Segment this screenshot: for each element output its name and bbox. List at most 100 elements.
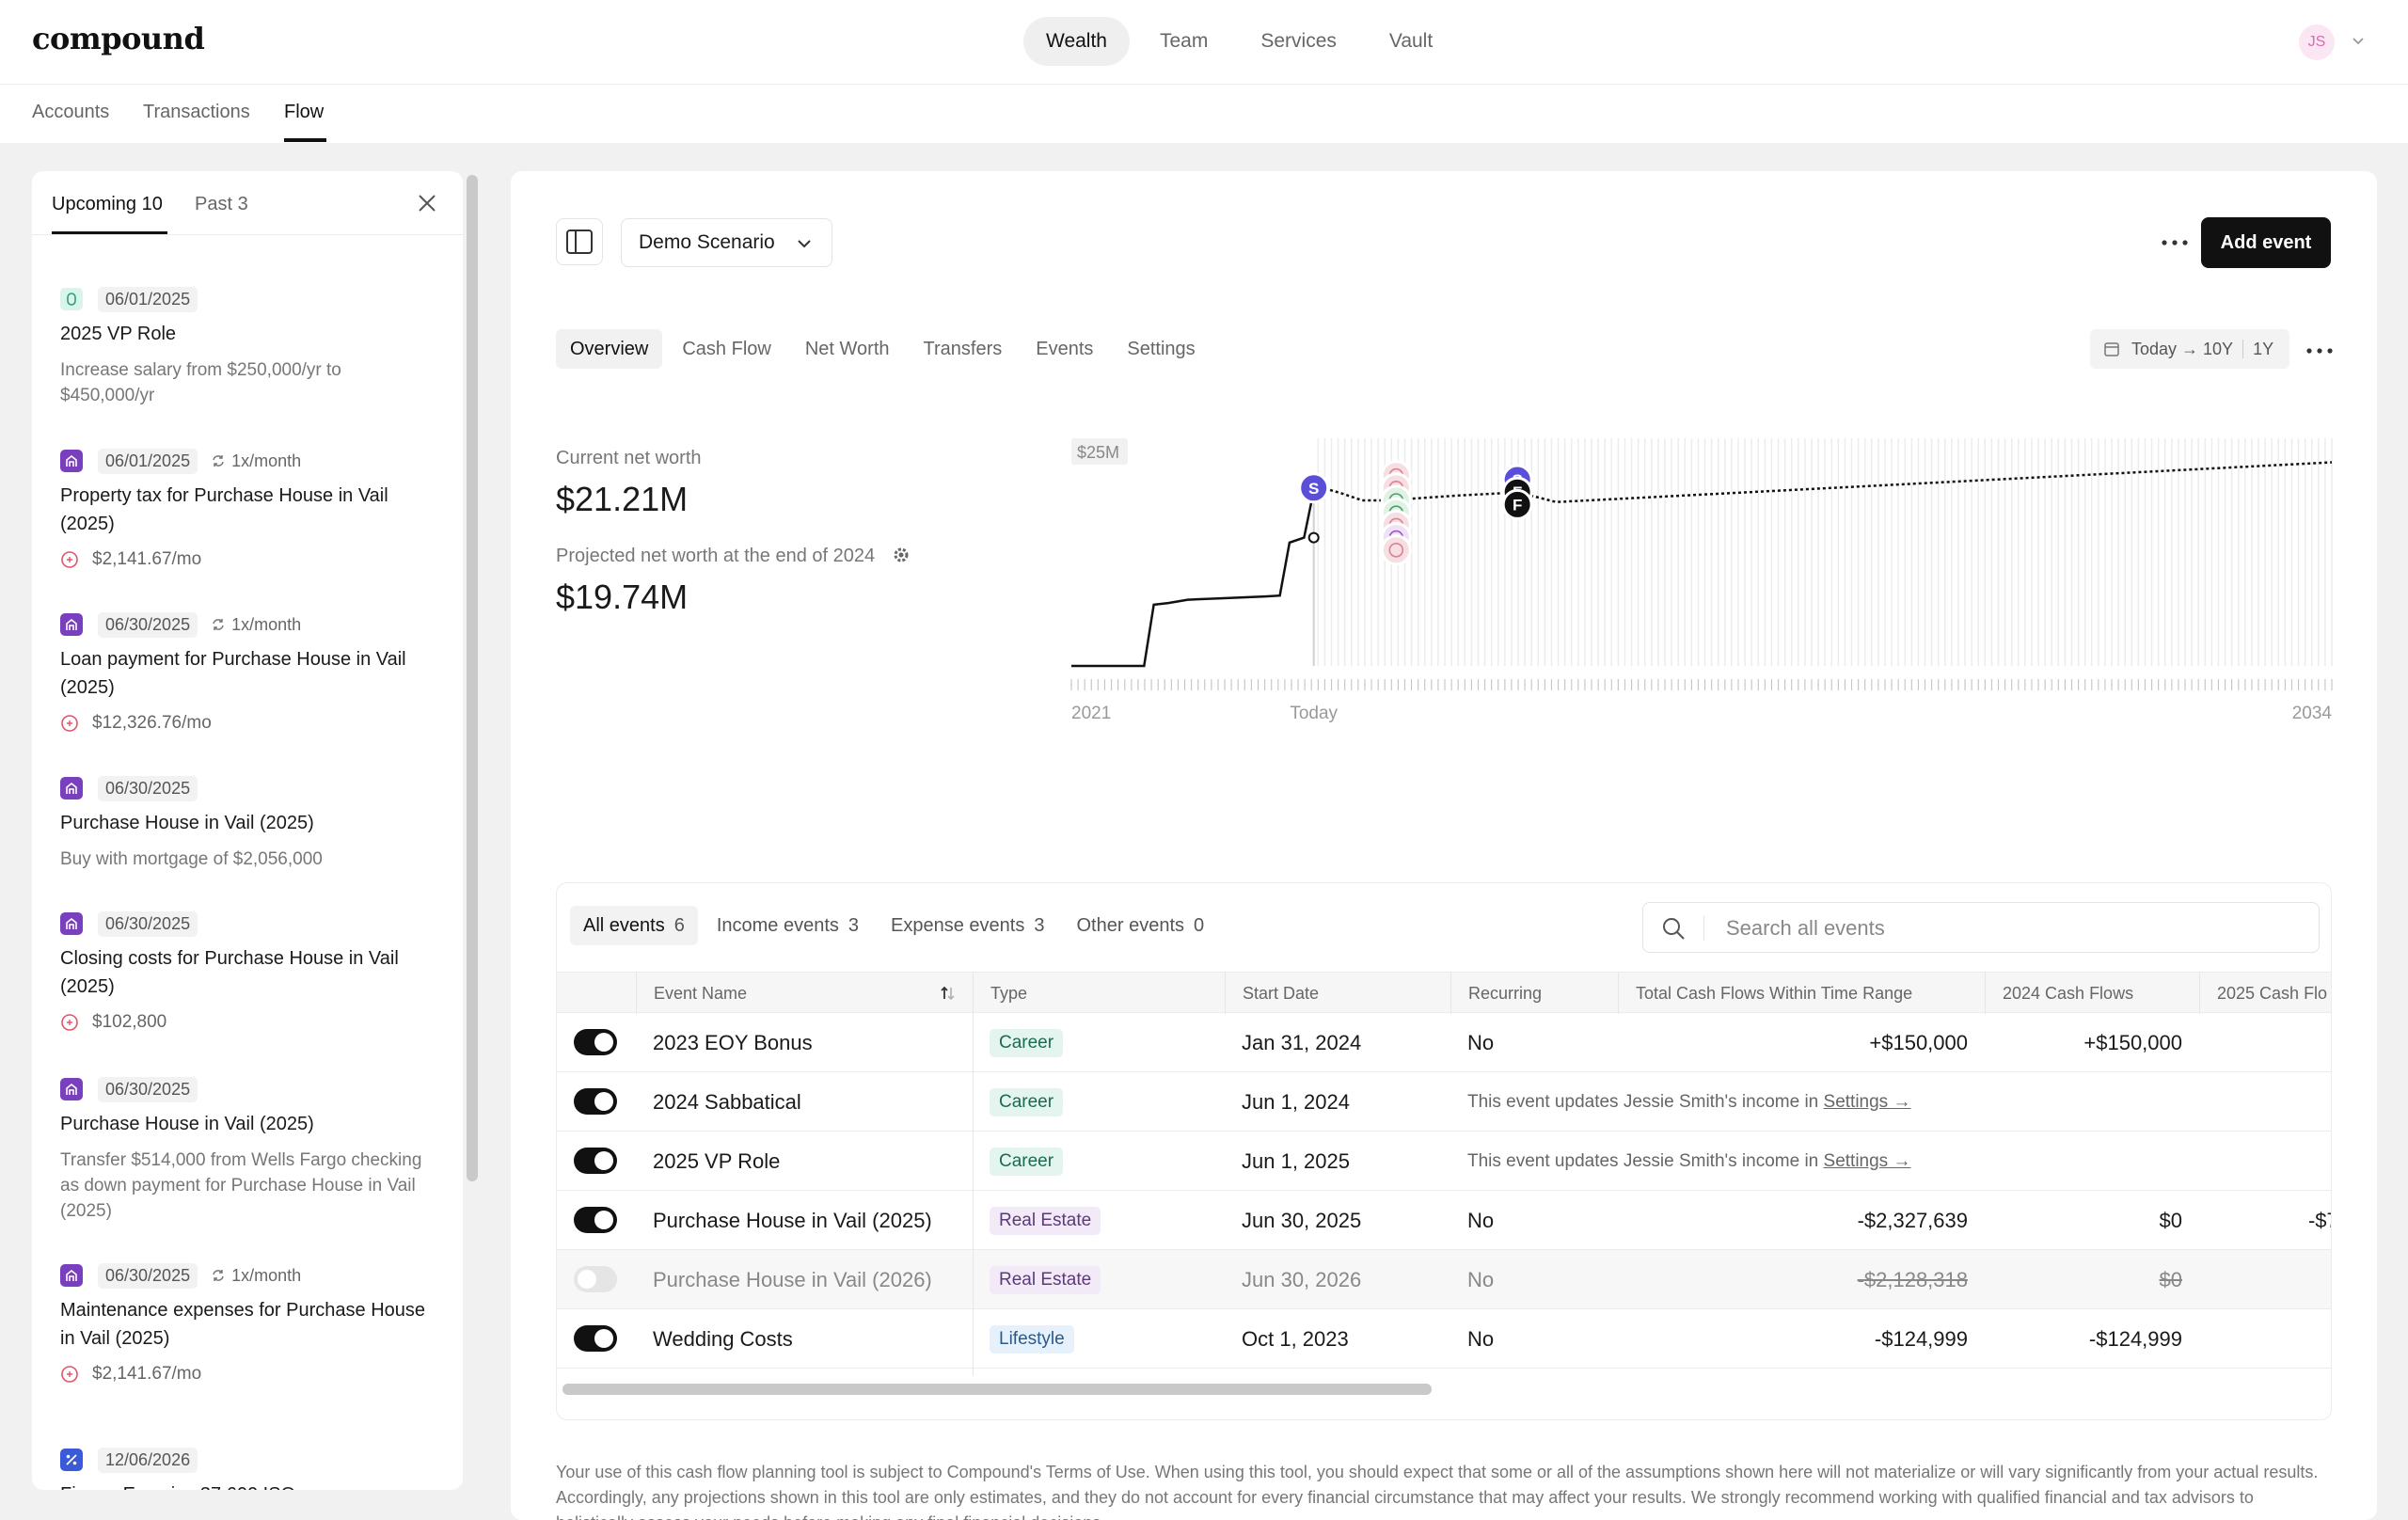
event-enabled-toggle[interactable] bbox=[574, 1088, 617, 1115]
house-icon bbox=[60, 613, 83, 636]
event-name-cell[interactable]: Purchase House in Vail (2026) bbox=[653, 1267, 932, 1291]
upcoming-event[interactable]: 06/30/2025 Purchase House in Vail (2025) T… bbox=[60, 1076, 436, 1224]
event-name-cell[interactable]: 2023 EOY Bonus bbox=[653, 1030, 813, 1054]
nav-wealth[interactable]: Wealth bbox=[1023, 17, 1130, 66]
table-horizontal-scrollbar[interactable] bbox=[562, 1384, 1432, 1395]
user-avatar[interactable]: JS bbox=[2299, 24, 2335, 60]
event-name-cell[interactable]: Wedding Costs bbox=[653, 1326, 793, 1351]
tab-upcoming[interactable]: Upcoming 10 bbox=[52, 194, 163, 214]
net-worth-chart[interactable]: $25MSSFF2021Today2034 bbox=[1047, 435, 2336, 1018]
nav-vault[interactable]: Vault bbox=[1388, 30, 1434, 52]
upcoming-event[interactable]: 06/30/2025 1x/month Maintenance expenses f… bbox=[60, 1262, 436, 1385]
col-event-name[interactable]: Event Name bbox=[636, 973, 973, 1014]
recurring-cell: No bbox=[1467, 1030, 1495, 1054]
tab-overview[interactable]: Overview bbox=[556, 329, 663, 369]
type-cell: Career bbox=[990, 1013, 1064, 1072]
event-name-cell[interactable]: 2024 Sabbatical bbox=[653, 1089, 801, 1114]
filter-all-events[interactable]: All events 6 bbox=[570, 906, 698, 945]
event-date: 06/01/2025 bbox=[98, 448, 198, 474]
cash-flow-2024-cell: +$150,000 bbox=[2083, 1030, 2182, 1054]
settings-link[interactable]: Settings → bbox=[1823, 1150, 1911, 1171]
upcoming-event[interactable]: 06/01/2025 1x/month Property tax for Purch… bbox=[60, 448, 436, 570]
event-enabled-toggle[interactable] bbox=[574, 1207, 617, 1233]
event-enabled-toggle[interactable] bbox=[574, 1029, 617, 1055]
subnav-transactions[interactable]: Transactions bbox=[143, 102, 250, 122]
more-options-icon[interactable] bbox=[2160, 238, 2190, 247]
col-type[interactable]: Type bbox=[973, 973, 1225, 1014]
filter-income-events[interactable]: Income events 3 bbox=[704, 906, 872, 945]
range-short[interactable]: 1Y bbox=[2253, 339, 2274, 358]
name-column-divider bbox=[973, 1013, 974, 1376]
col-2024-cash-flows[interactable]: 2024 Cash Flows bbox=[1985, 973, 2199, 1014]
event-header: 06/01/2025 1x/month bbox=[60, 448, 436, 474]
expense-icon bbox=[61, 551, 78, 568]
event-title: Property tax for Purchase House in Vail … bbox=[60, 485, 388, 534]
add-event-button[interactable]: Add event bbox=[2201, 217, 2331, 268]
table-row[interactable]: Purchase House in Vail (2026) Real Estate… bbox=[557, 1250, 2331, 1309]
table-row[interactable]: 2025 VP Role Career Jun 1, 2025 This event … bbox=[557, 1132, 2331, 1191]
filter-count: 0 bbox=[1194, 914, 1205, 936]
table-row[interactable]: Purchase House in Vail (2025) Real Estate… bbox=[557, 1191, 2331, 1250]
chevron-down-icon[interactable] bbox=[2348, 30, 2368, 51]
upcoming-event[interactable]: 06/30/2025 Purchase House in Vail (2025) B… bbox=[60, 775, 436, 872]
tab-past[interactable]: Past 3 bbox=[195, 194, 248, 214]
expense-event-icon[interactable] bbox=[1380, 534, 1412, 566]
gear-icon[interactable] bbox=[892, 546, 911, 564]
event-header: 06/30/2025 bbox=[60, 775, 436, 801]
today-point[interactable] bbox=[1307, 531, 1320, 544]
stripe-event-icon[interactable] bbox=[1298, 472, 1330, 504]
col-start-date[interactable]: Start Date bbox=[1225, 973, 1450, 1014]
panel-scrollbar[interactable] bbox=[467, 175, 478, 1181]
upcoming-event[interactable]: 06/01/2025 2025 VP Role Increase salary fr… bbox=[60, 286, 436, 408]
stripe-event-icon-glyph: S bbox=[1308, 480, 1319, 498]
upcoming-event[interactable]: 06/30/2025 1x/month Loan payment for Purch… bbox=[60, 611, 436, 734]
event-title: Loan payment for Purchase House in Vail … bbox=[60, 649, 406, 698]
table-row[interactable]: Wedding Costs Lifestyle Oct 1, 2023 No -$124… bbox=[557, 1309, 2331, 1369]
historical-net-worth-line bbox=[1071, 490, 1315, 668]
tab-cash-flow[interactable]: Cash Flow bbox=[682, 338, 771, 359]
event-enabled-toggle[interactable] bbox=[574, 1325, 617, 1352]
col-recurring[interactable]: Recurring bbox=[1450, 973, 1618, 1014]
table-row[interactable]: 2023 EOY Bonus Career Jan 31, 2024 No +$150,… bbox=[557, 1013, 2331, 1072]
event-date: 06/30/2025 bbox=[98, 1262, 198, 1289]
start-date-cell: Jun 30, 2025 bbox=[1242, 1208, 1362, 1232]
compound-logo[interactable]: compound bbox=[32, 21, 205, 56]
search-input[interactable] bbox=[1726, 912, 2290, 944]
event-date: 12/06/2026 bbox=[98, 1447, 198, 1473]
col-2025-cash-flows[interactable]: 2025 Cash Flo bbox=[2199, 973, 2331, 1014]
tab-net-worth[interactable]: Net Worth bbox=[804, 338, 890, 359]
toggle-sidebar-button[interactable] bbox=[556, 218, 603, 265]
projected-label-text: Projected net worth at the end of 2024 bbox=[556, 546, 876, 566]
search-box[interactable] bbox=[1642, 902, 2320, 953]
close-icon[interactable] bbox=[412, 188, 442, 218]
scenario-select[interactable]: Demo Scenario bbox=[621, 218, 832, 267]
flow-card: Demo Scenario Add event Overview Cash Fl… bbox=[511, 171, 2377, 1520]
col-total-cash-flows[interactable]: Total Cash Flows Within Time Range bbox=[1618, 973, 1985, 1014]
upcoming-event[interactable]: 06/30/2025 Closing costs for Purchase Hou… bbox=[60, 910, 436, 1033]
subnav-accounts[interactable]: Accounts bbox=[32, 102, 110, 122]
tab-settings[interactable]: Settings bbox=[1127, 338, 1196, 359]
table-row[interactable]: 2024 Sabbatical Career Jun 1, 2024 This eve… bbox=[557, 1072, 2331, 1132]
chart-more-icon[interactable] bbox=[2305, 346, 2335, 356]
time-range-picker[interactable]: Today → 10Y 1Y bbox=[2090, 329, 2289, 369]
event-enabled-toggle[interactable] bbox=[574, 1266, 617, 1292]
tab-events[interactable]: Events bbox=[1036, 338, 1094, 359]
figma-event-icon[interactable] bbox=[1501, 488, 1533, 520]
cash-flow-2024-cell: $0 bbox=[2159, 1208, 2182, 1232]
chevron-down-icon bbox=[798, 240, 811, 248]
subnav-flow[interactable]: Flow bbox=[284, 102, 325, 122]
recurrence-label: 1x/month bbox=[231, 451, 302, 470]
sub-nav: Accounts Transactions Flow bbox=[0, 85, 2408, 143]
nav-services[interactable]: Services bbox=[1260, 30, 1337, 52]
event-name-cell[interactable]: 2025 VP Role bbox=[653, 1148, 781, 1173]
total-cash-flow-cell: +$150,000 bbox=[1869, 1030, 1968, 1054]
upcoming-event[interactable]: 12/06/2026 Figma: Exercise 37,600 ISOs bbox=[60, 1447, 436, 1490]
filter-expense-events[interactable]: Expense events 3 bbox=[878, 906, 1057, 945]
sort-icon[interactable] bbox=[938, 984, 957, 1003]
event-enabled-toggle[interactable] bbox=[574, 1148, 617, 1174]
nav-team[interactable]: Team bbox=[1159, 30, 1209, 52]
filter-other-events[interactable]: Other events 0 bbox=[1064, 906, 1218, 945]
tab-transfers[interactable]: Transfers bbox=[923, 338, 1003, 359]
settings-link[interactable]: Settings → bbox=[1823, 1091, 1911, 1112]
event-name-cell[interactable]: Purchase House in Vail (2025) bbox=[653, 1208, 932, 1232]
